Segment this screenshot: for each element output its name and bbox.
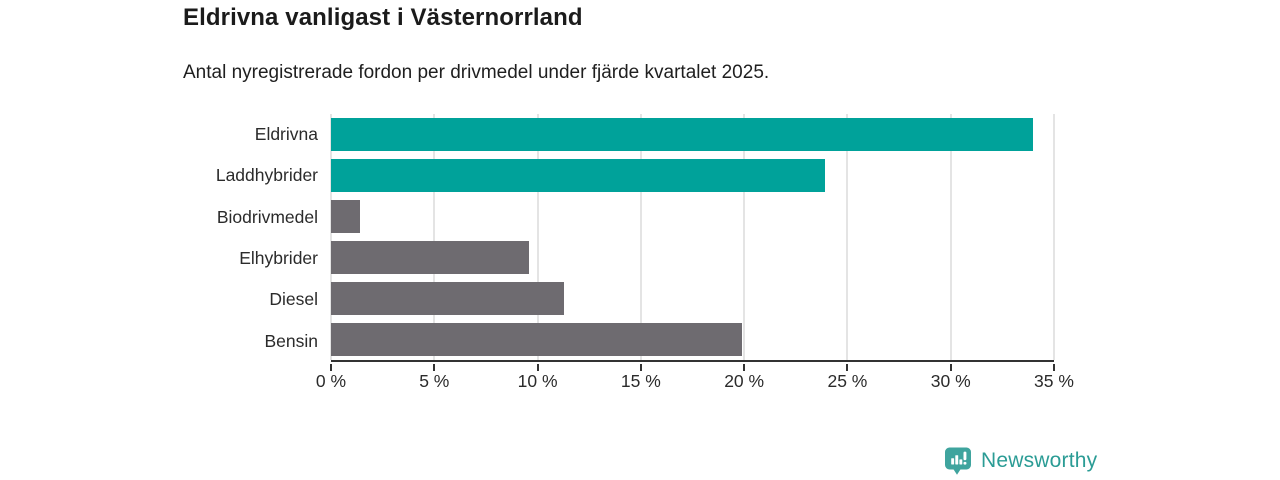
gridline [846, 114, 849, 360]
bar [331, 282, 565, 315]
gridline [330, 114, 332, 360]
x-tick-label: 30 % [930, 371, 971, 391]
x-tick-label: 5 % [419, 371, 450, 391]
chart-subtitle: Antal nyregistrerade fordon per drivmede… [183, 62, 770, 83]
gridline [433, 114, 436, 360]
bar-row [331, 237, 1054, 278]
bar [331, 323, 743, 356]
newsworthy-logo-text: Newsworthy [981, 449, 1098, 472]
chart-title: Eldrivna vanligast i Västernorrland [183, 4, 583, 31]
x-tick-label: 25 % [827, 371, 868, 391]
bar [331, 241, 530, 274]
x-axis-tick [536, 364, 539, 371]
x-tick-label: 10 % [517, 371, 558, 391]
newsworthy-logo: Newsworthy [944, 446, 1097, 476]
bar-row [331, 155, 1054, 196]
gridline [639, 114, 642, 360]
x-tick-label: 0 % [315, 371, 347, 391]
x-axis-tick [330, 364, 332, 371]
bar-row [331, 114, 1054, 155]
x-tick-label: 15 % [620, 371, 661, 391]
gridline [536, 114, 539, 360]
x-axis-tick-labels: 0 % 5 % 10 % 15 % 20 % 25 % 30 % 35 % [316, 371, 1074, 395]
x-axis-tick [433, 364, 436, 371]
bar [331, 159, 825, 192]
x-axis-tick [1053, 364, 1055, 371]
bar-rows [331, 114, 1054, 360]
plot-area [330, 114, 1055, 362]
gridline [949, 114, 952, 360]
x-axis-ticks [330, 364, 1055, 372]
x-axis-tick [846, 364, 849, 371]
bar-row [331, 278, 1054, 319]
x-tick-label: 35 % [1034, 371, 1074, 391]
category-label: Diesel [269, 289, 318, 310]
x-tick-label: 20 % [724, 371, 765, 391]
bar-row [331, 319, 1054, 360]
category-label: Biodrivmedel [216, 206, 318, 227]
bar-row [331, 196, 1054, 237]
gridline [743, 114, 746, 360]
gridline [1053, 114, 1055, 360]
category-label: Eldrivna [254, 124, 318, 145]
category-label: Bensin [264, 330, 318, 351]
category-label: Laddhybrider [215, 165, 318, 186]
bar [331, 118, 1034, 151]
y-axis-labels: Eldrivna Laddhybrider Biodrivmedel Elhybrid… [0, 114, 318, 362]
x-axis-tick [639, 364, 642, 371]
x-axis-tick [743, 364, 746, 371]
x-axis-tick [949, 364, 952, 371]
bar-chart-speech-bubble-icon [945, 447, 971, 475]
category-label: Elhybrider [239, 248, 318, 269]
bar [331, 200, 360, 233]
